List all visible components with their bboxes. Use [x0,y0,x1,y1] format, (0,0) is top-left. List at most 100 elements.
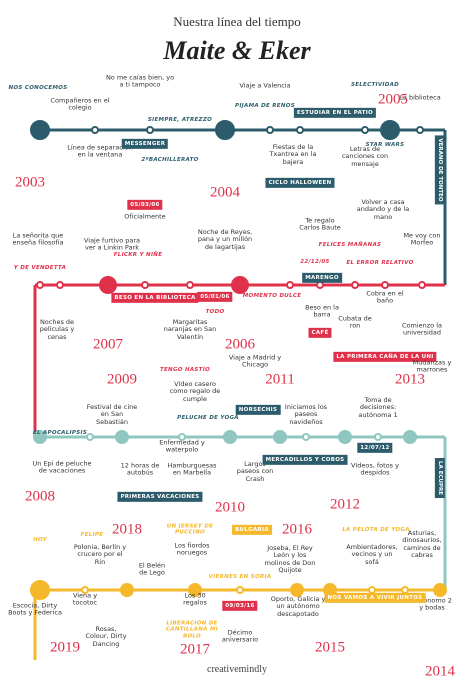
footer: creativemindly [207,664,267,675]
label: PELUCHE DE YOGA [177,414,239,421]
label: PIJAMA DE RENOS [235,102,295,109]
tag: MERCADILLOS Y COBOS [262,454,348,466]
event-text: Viaje a Valencia [239,81,291,90]
year: 2013 [395,371,425,388]
timeline-node [86,433,94,441]
timeline-node [433,583,447,597]
year: 2006 [225,336,255,353]
year: 2017 [180,641,210,658]
tag: MESSENGER [121,138,169,150]
tag: 05/01/06 [197,291,233,303]
event-text: Viena y tocotoc [72,591,98,607]
event-text: Ambientadores, vecinos y un sofá [346,542,398,566]
event-text: Asturias, dinosaurios, caminos de cabras [402,529,442,560]
event-text: Oficialmente [124,212,166,221]
timeline-node [296,126,304,134]
label: SELECTIVIDAD [350,81,400,88]
event-text: Los fiordos noruegos [174,541,210,557]
timeline-node [290,583,304,597]
year: 2005 [378,91,408,108]
year: 2019 [50,639,80,656]
timeline-node [188,583,202,597]
event-text: No me caías bien, yo a ti tampoco [105,73,175,89]
year: 2010 [215,499,245,516]
label: 2ºBACHILLERATO [141,156,199,163]
year: 2008 [25,488,55,505]
event-text: Beso en la barra [305,303,339,319]
timeline-node [186,281,194,289]
timeline-node [236,586,244,594]
tag: HOY [33,536,47,543]
timeline-node [215,120,235,140]
timeline-node [266,126,274,134]
tag: CAFÉ [308,327,332,339]
label: FELICES MAÑANAS [318,241,382,248]
tag: 05/03/06 [127,199,163,211]
tag: BULGARIA [232,524,272,536]
tag: MARENGO [302,272,342,284]
timeline-node [99,276,117,294]
event-text: 12 horas de autobús [120,461,160,477]
tag: ESTUDIAR EN EL PATIO [293,107,377,119]
tag: 09/03/16 [222,600,258,612]
timeline-node [302,433,310,441]
tag: 12/07/12 [357,442,393,454]
timeline-node [418,281,426,289]
event-text: Toma de decisiones: autónoma 1 [358,395,398,419]
event-text: Décimo aniversario [221,628,259,644]
timeline-node [223,430,237,444]
label: NOS CONOCEMOS [8,84,68,91]
year: 2009 [107,371,137,388]
timeline-node [374,433,382,441]
year: 2007 [93,336,123,353]
timeline-node [286,281,294,289]
title: Nuestra línea del tiempo [173,14,301,29]
label: VIERNES EN SORIA [208,573,272,580]
label: TODO [205,308,225,315]
timeline-node [273,430,287,444]
year: 2018 [112,521,142,538]
event-text: Te regalo Carlos Baute [299,216,341,232]
timeline-node [30,580,50,600]
timeline-node [416,126,424,134]
tag: LA PRIMERA CAÑA DE LA UNI [333,351,437,363]
tag: BESO EN LA BIBLIOTECA [111,292,199,304]
event-text: Escocia, Dirty Boots y Federica [8,601,62,617]
label: TENGO HASTÍO [159,366,211,373]
timeline-node [120,583,134,597]
label: UN JERSEY DE PUCCINO [166,523,214,536]
event-text: Rosas, Colour, Dirty Dancing [85,624,127,648]
timeline-node [403,430,417,444]
timeline-node [115,430,129,444]
event-text: Los 30 regalos [183,591,207,607]
event-text: La biblioteca [399,93,441,102]
event-text: Cobra en el baño [366,289,404,305]
event-text: Noches de películas y cenas [39,317,75,341]
event-text: Vídeo casero como regalo de cumple [169,379,221,403]
label: EL APOCALIPSIS [32,429,88,436]
event-text: Fiestas de la Txantrea en la bajera [269,142,317,166]
tag: NOS VAMOS A VIVIR JUNTOS [324,592,426,604]
event-text: Vídeos, fotos y despidos [351,461,399,477]
event-text: Iniciamos los paseos navideños [284,402,328,426]
timeline-node [351,281,359,289]
label: LA PELOTA DE YOGA [342,526,410,533]
timeline-node [231,276,249,294]
timeline-node [141,281,149,289]
subtitle: Maite & Eker [163,36,311,65]
label: FELIPE [80,531,104,538]
event-text: Cubata de ron [338,314,372,330]
event-text: Margaritas naranjas en San Valentín [163,317,217,341]
event-text: Autónomo 2 y bodas [412,596,452,612]
label: MOMENTO DULCE [242,292,302,299]
label: Y DE VENDETTA [13,264,67,271]
timeline-node [91,126,99,134]
event-text: Mudanzas y marrones [412,358,452,374]
label: SIEMPRE, ATREZZO [147,116,213,123]
event-text: Letras de canciones con mensaje [341,144,389,168]
year: 2004 [210,184,240,201]
year: 2014 [425,663,455,680]
timeline-node [178,433,186,441]
event-text: Me voy con Morfeo [403,231,441,247]
